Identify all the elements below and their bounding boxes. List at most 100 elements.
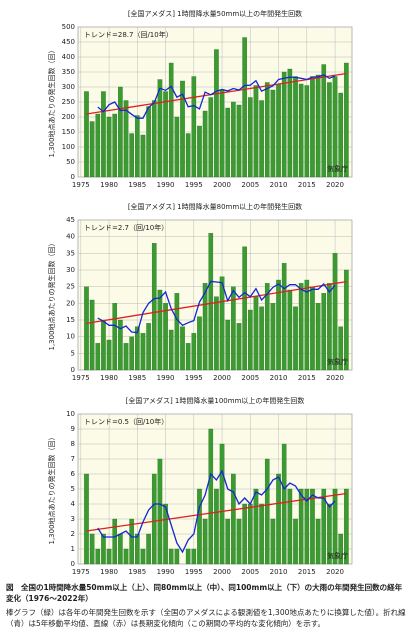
bar (208, 428, 214, 565)
moving-average-line (97, 74, 336, 119)
chart-title: [全国アメダス] 1時間降水量50mm以上の年間発生回数 (128, 9, 302, 18)
bar (225, 518, 231, 565)
x-tick-label: 1985 (128, 181, 146, 189)
bar (344, 488, 349, 565)
bar (315, 303, 321, 371)
bar (140, 134, 146, 178)
bar (135, 326, 140, 371)
bar (112, 303, 118, 371)
x-tick-label: 2000 (213, 568, 231, 576)
y-tick-label: 5 (71, 349, 75, 357)
bar (140, 548, 146, 565)
bar (180, 326, 185, 371)
bar (84, 473, 89, 565)
bar (197, 488, 202, 565)
x-tick-label: 2000 (213, 374, 231, 382)
y-tick-label: 50 (66, 158, 75, 166)
x-tick-label: 1975 (72, 374, 90, 382)
x-tick-label: 2005 (241, 568, 259, 576)
bar (231, 101, 236, 178)
bar (129, 336, 134, 371)
bar (270, 518, 276, 565)
source-label: 気象庁 (327, 551, 348, 560)
x-tick-label: 1990 (157, 374, 175, 382)
x-tick-label: 1990 (157, 181, 175, 189)
bar (321, 488, 327, 565)
bar (236, 518, 242, 565)
y-tick-label: 350 (62, 68, 75, 76)
bar (95, 548, 101, 565)
x-tick-label: 2015 (298, 568, 316, 576)
bar (151, 243, 157, 371)
bar (202, 518, 208, 565)
chart-title: [全国アメダス] 1時間降水量100mm以上の年間発生回数 (126, 396, 305, 405)
bar (276, 473, 281, 565)
bar (185, 343, 191, 371)
bar (101, 319, 106, 371)
bar (112, 113, 118, 178)
bar (281, 443, 287, 565)
bar (242, 246, 247, 371)
bar (321, 64, 327, 178)
y-tick-label: 450 (62, 38, 75, 46)
bar (248, 97, 253, 178)
bar (276, 279, 281, 371)
bar (151, 100, 157, 178)
bar (219, 276, 225, 371)
bar (270, 89, 276, 178)
x-tick-label: 2005 (241, 181, 259, 189)
bar (219, 443, 225, 565)
bar (146, 323, 151, 371)
y-tick-label: 0 (71, 366, 75, 374)
bar (332, 488, 338, 565)
x-tick-label: 1980 (100, 568, 118, 576)
y-tick-label: 1 (71, 545, 75, 553)
y-tick-label: 300 (62, 83, 75, 91)
bar (276, 83, 281, 178)
x-tick-label: 2010 (270, 374, 288, 382)
bar (163, 91, 168, 178)
x-tick-label: 2005 (241, 374, 259, 382)
x-tick-label: 2020 (326, 374, 344, 382)
bar (231, 473, 236, 565)
bar (248, 503, 253, 565)
x-tick-label: 1975 (72, 181, 90, 189)
bar (259, 100, 264, 178)
bar (129, 133, 134, 178)
bar (264, 283, 270, 371)
bar (106, 548, 112, 565)
y-tick-label: 9 (71, 425, 75, 433)
x-tick-label: 2015 (298, 374, 316, 382)
bar (157, 289, 163, 371)
y-tick-label: 5 (71, 485, 75, 493)
bar (338, 92, 343, 178)
bar (168, 62, 174, 178)
bar (338, 326, 343, 371)
bar (304, 279, 310, 371)
bar (287, 289, 293, 371)
bar (304, 488, 310, 565)
x-tick-label: 1985 (128, 374, 146, 382)
y-tick-label: 8 (71, 440, 75, 448)
x-tick-label: 1990 (157, 568, 175, 576)
bar (123, 548, 129, 565)
y-tick-label: 4 (71, 500, 76, 508)
y-tick-label: 7 (71, 455, 75, 463)
bar (310, 76, 315, 178)
chart-title: [全国アメダス] 1時間降水量80mm以上の年間発生回数 (128, 202, 302, 211)
bar (270, 303, 276, 371)
bar (84, 91, 89, 178)
bar (236, 323, 242, 371)
trend-line (86, 281, 347, 324)
x-tick-label: 1995 (185, 568, 203, 576)
bar (174, 548, 180, 565)
x-tick-label: 1980 (100, 181, 118, 189)
bar (180, 80, 185, 178)
bar (89, 533, 95, 565)
bar (310, 286, 315, 371)
bar (281, 71, 287, 178)
bar (315, 518, 321, 565)
bar (321, 293, 327, 371)
bar (185, 548, 191, 565)
